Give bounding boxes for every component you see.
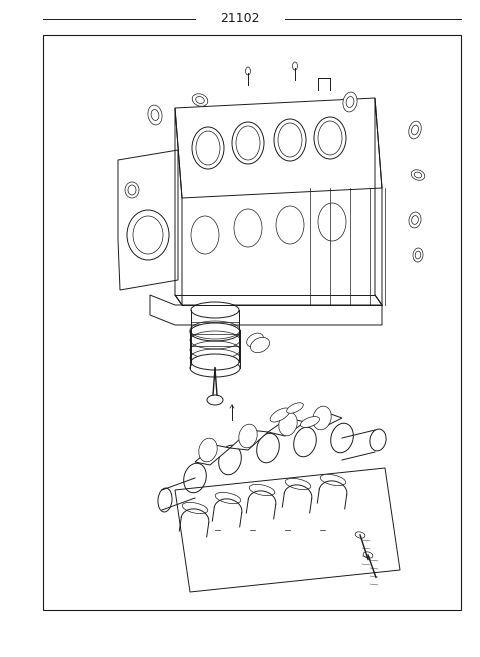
Polygon shape <box>305 412 342 428</box>
Ellipse shape <box>257 433 279 463</box>
Polygon shape <box>230 430 268 450</box>
Ellipse shape <box>355 532 365 538</box>
Ellipse shape <box>190 359 240 377</box>
Ellipse shape <box>192 127 224 169</box>
Ellipse shape <box>127 210 169 260</box>
Ellipse shape <box>245 67 251 75</box>
Ellipse shape <box>320 474 346 486</box>
Polygon shape <box>195 445 230 465</box>
Ellipse shape <box>247 333 264 347</box>
Ellipse shape <box>234 209 262 247</box>
Ellipse shape <box>182 503 208 514</box>
Ellipse shape <box>125 182 139 198</box>
Ellipse shape <box>313 406 331 430</box>
Ellipse shape <box>191 302 239 318</box>
Ellipse shape <box>276 206 304 244</box>
Ellipse shape <box>294 427 316 457</box>
Ellipse shape <box>191 216 219 254</box>
Ellipse shape <box>285 478 311 489</box>
Ellipse shape <box>314 117 346 159</box>
Ellipse shape <box>191 354 239 370</box>
Ellipse shape <box>292 62 298 70</box>
Ellipse shape <box>219 445 241 475</box>
Ellipse shape <box>184 463 206 493</box>
Ellipse shape <box>192 94 208 106</box>
Ellipse shape <box>270 408 290 422</box>
Ellipse shape <box>251 338 270 353</box>
Ellipse shape <box>190 323 240 341</box>
Ellipse shape <box>409 121 421 139</box>
Ellipse shape <box>249 484 275 495</box>
Ellipse shape <box>363 552 373 558</box>
Ellipse shape <box>199 438 217 462</box>
Ellipse shape <box>148 105 162 125</box>
Ellipse shape <box>274 119 306 161</box>
Ellipse shape <box>207 395 223 405</box>
Ellipse shape <box>300 417 320 428</box>
Ellipse shape <box>331 423 353 453</box>
Ellipse shape <box>239 424 257 448</box>
Ellipse shape <box>279 412 297 436</box>
Ellipse shape <box>409 212 421 228</box>
Ellipse shape <box>318 203 346 241</box>
Bar <box>43 35 461 610</box>
Ellipse shape <box>343 92 357 112</box>
Ellipse shape <box>370 429 386 451</box>
Ellipse shape <box>413 248 423 262</box>
Ellipse shape <box>215 492 241 503</box>
Polygon shape <box>268 418 305 436</box>
Text: 21102: 21102 <box>220 12 260 26</box>
Ellipse shape <box>232 122 264 164</box>
Ellipse shape <box>158 488 172 512</box>
Ellipse shape <box>287 403 303 413</box>
Ellipse shape <box>411 170 425 180</box>
